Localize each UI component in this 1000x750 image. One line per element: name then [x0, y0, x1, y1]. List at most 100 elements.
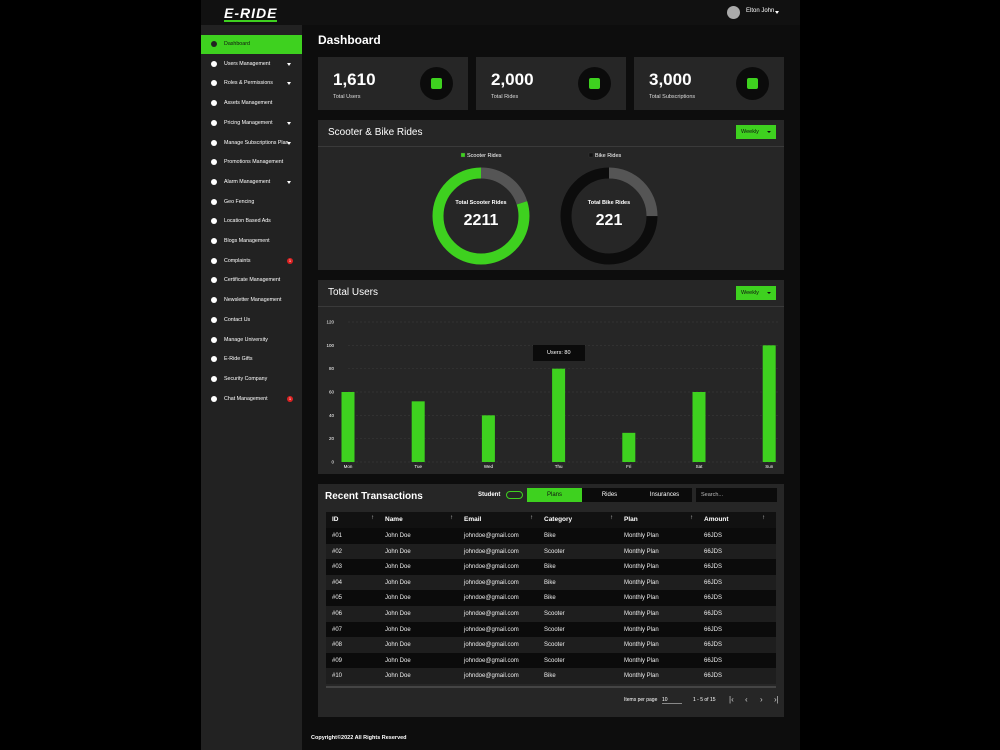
column-header[interactable]: Plan — [624, 516, 638, 523]
donut-charts: Scooter Rides Total Scooter Rides 2211 Bike… — [432, 152, 658, 265]
sidebar-icon — [211, 100, 217, 107]
sidebar-item[interactable]: Manage Subscriptions Plan — [201, 134, 302, 153]
page-nav-button[interactable]: ›| — [774, 695, 779, 704]
table-cell: John Doe — [385, 611, 411, 617]
sidebar-item[interactable]: Chat Management 1 — [201, 390, 302, 409]
tab[interactable]: Insurances — [637, 488, 692, 502]
table-cell: Monthly Plan — [624, 564, 659, 571]
column-header[interactable]: Name — [385, 516, 403, 523]
sidebar-item[interactable]: Contact Us — [201, 311, 302, 330]
tooltip: Users: 80 — [533, 345, 585, 361]
table-cell: 66JDS — [704, 564, 723, 571]
column-header[interactable]: Category — [544, 516, 573, 523]
page-size[interactable]: 10 — [662, 697, 682, 704]
logo: E-RIDE — [224, 5, 278, 22]
sidebar-item[interactable]: Roles & Permissions — [201, 74, 302, 93]
sidebar-item[interactable]: Location Based Ads — [201, 212, 302, 231]
sidebar-icon — [211, 178, 217, 185]
sidebar-item[interactable]: Complaints 1 — [201, 252, 302, 271]
stat-card: 3,000 Total Subscriptions — [634, 57, 784, 110]
table-row — [326, 652, 776, 669]
sidebar-item[interactable]: Assets Management — [201, 94, 302, 113]
table-cell: Monthly Plan — [624, 626, 659, 633]
table-cell: John Doe — [385, 564, 411, 571]
sidebar-label: Alarm Management — [224, 178, 271, 185]
tab[interactable]: Plans — [527, 488, 582, 502]
badge: 1 — [287, 395, 293, 402]
bar — [341, 392, 355, 462]
page-nav-button[interactable]: |‹ — [729, 695, 734, 704]
sort-arrow: ↑ — [610, 515, 613, 521]
sidebar-icon — [211, 316, 217, 323]
table-row — [326, 559, 776, 575]
sidebar-item[interactable]: Manage University — [201, 331, 302, 350]
tab-label: Rides — [601, 492, 618, 498]
sidebar-item[interactable]: Security Company — [201, 370, 302, 389]
filter-label: Weekly — [741, 129, 759, 135]
sidebar-item[interactable]: Promotions Management — [201, 153, 302, 172]
legend-swatch — [588, 152, 594, 158]
table-cell: Scooter — [544, 642, 565, 649]
sidebar-icon — [211, 277, 217, 284]
table-cell: Monthly Plan — [624, 673, 659, 680]
filter-dropdown[interactable]: Weekly — [736, 125, 776, 139]
x-tick-label: Mon — [344, 464, 353, 469]
avatar[interactable] — [727, 6, 740, 19]
dropdown-caret — [287, 82, 291, 86]
legend-label: Bike Rides — [595, 153, 622, 159]
sidebar-item[interactable]: Geo Fencing — [201, 193, 302, 212]
stat-label: Total Subscriptions — [649, 94, 696, 100]
table-cell: johndoe@gmail.com — [464, 533, 519, 539]
filter-caret — [767, 131, 771, 133]
badge: 1 — [287, 257, 293, 264]
toggle-label: Student — [478, 492, 501, 498]
search-box[interactable]: Search... — [696, 488, 777, 502]
sidebar-item[interactable]: Blogs Management — [201, 232, 302, 251]
column-header[interactable]: Email — [464, 516, 482, 523]
stat-icon — [420, 67, 453, 100]
table-row — [326, 637, 776, 653]
column-header[interactable]: ID — [332, 516, 339, 523]
sidebar-item[interactable]: E-Ride Gifts — [201, 350, 302, 369]
table-cell: John Doe — [385, 673, 411, 680]
sidebar-item[interactable]: Newsletter Management — [201, 291, 302, 310]
legend-label: Scooter Rides — [467, 153, 502, 159]
users-panel — [318, 280, 784, 474]
table-cell: #02 — [332, 548, 343, 555]
bar — [692, 392, 706, 462]
table-row — [326, 621, 776, 638]
table-cell: johndoe@gmail.com — [464, 673, 519, 680]
filter-dropdown[interactable]: Weekly — [736, 286, 776, 300]
sidebar-icon — [211, 375, 217, 382]
stat-icon-glyph — [747, 78, 758, 89]
panel-title: Recent Transactions — [325, 491, 423, 502]
table-cell: Scooter — [544, 548, 565, 555]
donut-total: 2211 — [464, 212, 499, 229]
sidebar-item[interactable]: Users Management — [201, 55, 302, 74]
table-cell: Bike — [544, 673, 556, 680]
table-cell: Monthly Plan — [624, 611, 659, 617]
column-header[interactable]: Amount — [704, 516, 729, 523]
panel-title: Total Users — [328, 287, 379, 298]
bar — [411, 401, 425, 462]
table-cell: 66JDS — [704, 657, 723, 664]
page-nav-button[interactable]: ‹ — [745, 695, 748, 704]
sidebar-item[interactable]: Certificate Management — [201, 271, 302, 290]
dropdown-caret — [287, 141, 291, 145]
toggle[interactable] — [506, 491, 523, 499]
table-cell: #04 — [332, 579, 343, 586]
user-name[interactable]: Elton John — [746, 8, 775, 14]
table-cell: #06 — [332, 611, 343, 617]
stat-value: 3,000 — [649, 70, 692, 89]
sidebar — [201, 25, 302, 750]
tab[interactable]: Rides — [582, 488, 637, 502]
table-cell: Bike — [544, 595, 556, 602]
page-nav-button[interactable]: › — [760, 695, 763, 704]
sidebar-item[interactable]: Alarm Management — [201, 173, 302, 192]
sidebar-item[interactable]: Dashboard — [201, 35, 302, 54]
table-cell: Scooter — [544, 657, 565, 664]
sidebar-item[interactable]: Pricing Management — [201, 114, 302, 133]
table-cell: Monthly Plan — [624, 548, 659, 555]
panel-title: Scooter & Bike Rides — [328, 127, 423, 138]
